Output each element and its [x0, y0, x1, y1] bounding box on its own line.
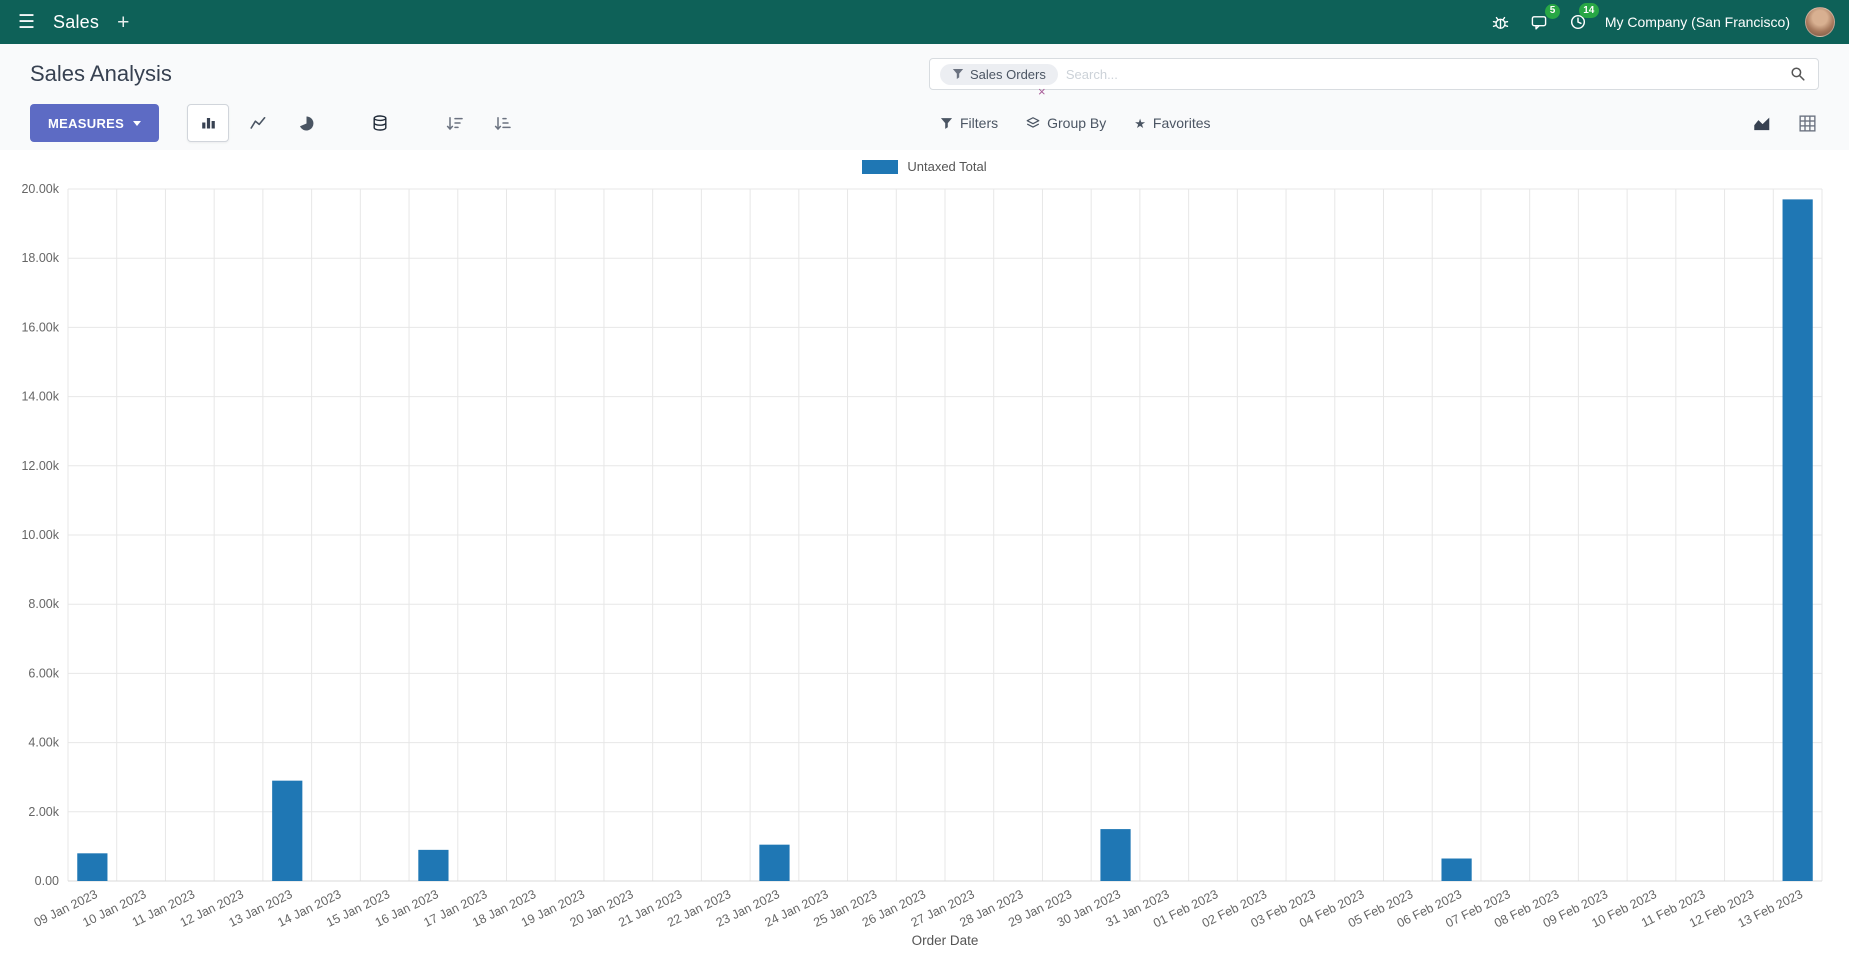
svg-text:2.00k: 2.00k	[28, 805, 59, 819]
messages-badge: 5	[1545, 3, 1560, 19]
plus-icon: +	[117, 10, 130, 34]
bar-chart[interactable]: 0.00 2.00k 4.00k 6.00k 8.00k 10.00k 12.00k 14.0…	[0, 183, 1849, 955]
stacked-toggle-button[interactable]	[361, 105, 399, 141]
legend-label: Untaxed Total	[907, 159, 987, 174]
measures-label: MEASURES	[48, 115, 125, 131]
page-title: Sales Analysis	[30, 61, 172, 86]
app-name[interactable]: Sales	[53, 11, 100, 32]
hamburger-icon: ☰	[18, 11, 36, 33]
svg-text:Order Date: Order Date	[912, 933, 979, 948]
user-avatar[interactable]	[1805, 7, 1835, 37]
bar-chart-icon	[201, 118, 215, 129]
pie-chart-type-button[interactable]	[287, 105, 325, 141]
favorites-button[interactable]: ★ Favorites	[1134, 115, 1210, 131]
clock-icon	[1570, 14, 1585, 30]
debug-button[interactable]	[1489, 11, 1512, 34]
filters-funnel-icon	[940, 117, 953, 129]
chart-legend[interactable]: Untaxed Total	[0, 150, 1849, 183]
measures-button[interactable]: MEASURES	[30, 104, 160, 142]
view-switcher	[1750, 96, 1819, 150]
line-chart-icon	[250, 116, 266, 129]
facet-remove-button[interactable]: ×	[1038, 84, 1046, 99]
messages-button[interactable]: 5	[1527, 3, 1560, 34]
funnel-icon	[952, 69, 964, 79]
new-window-button[interactable]: +	[113, 8, 133, 37]
search-facet-sales-orders[interactable]: Sales Orders	[940, 63, 1058, 85]
sort-ascending-button[interactable]	[483, 105, 521, 141]
svg-text:10.00k: 10.00k	[21, 528, 59, 542]
navbar-right: 5 14 My Company (San Francisco)	[1489, 3, 1835, 37]
svg-text:0.00: 0.00	[35, 874, 59, 888]
chart-area: Untaxed Total 0.00 2.00k 4.00k 6.00k 8.00k 10…	[0, 150, 1849, 955]
svg-text:8.00k: 8.00k	[28, 597, 59, 611]
search-input[interactable]	[1065, 66, 1780, 82]
search-bar[interactable]: Sales Orders ×	[929, 58, 1819, 98]
apps-menu-button[interactable]: ☰	[14, 9, 39, 36]
control-panel: Sales Analysis Sales Orders ×	[0, 44, 1849, 150]
area-chart-icon	[1754, 117, 1770, 130]
svg-text:14.00k: 14.00k	[21, 390, 59, 404]
pivot-view-button[interactable]	[1796, 112, 1819, 135]
search-options: Filters Group By ★ Favorites	[940, 96, 1211, 150]
group-by-label: Group By	[1047, 115, 1107, 131]
activities-button[interactable]: 14	[1566, 3, 1599, 34]
sort-descending-button[interactable]	[435, 105, 473, 141]
caret-down-icon	[133, 120, 142, 126]
svg-text:6.00k: 6.00k	[28, 666, 59, 680]
pie-chart-icon	[299, 116, 313, 130]
company-switcher[interactable]: My Company (San Francisco)	[1604, 14, 1790, 30]
svg-text:4.00k: 4.00k	[28, 736, 59, 750]
search-facet-label: Sales Orders	[970, 66, 1046, 82]
activities-badge: 14	[1578, 3, 1599, 18]
chat-icon	[1531, 15, 1547, 30]
group-by-button[interactable]: Group By	[1026, 115, 1106, 131]
favorites-label: Favorites	[1152, 115, 1211, 131]
search-submit-button[interactable]	[1788, 64, 1808, 84]
sort-ascending-icon	[494, 116, 511, 130]
magnifier-icon	[1791, 67, 1805, 81]
layers-icon	[1026, 117, 1040, 128]
svg-text:16.00k: 16.00k	[21, 320, 59, 334]
navbar-left: ☰ Sales +	[14, 8, 133, 37]
graph-view-button[interactable]	[1750, 113, 1774, 134]
top-navbar: ☰ Sales + 5	[0, 0, 1849, 44]
line-chart-type-button[interactable]	[239, 105, 277, 141]
filters-button[interactable]: Filters	[940, 115, 998, 131]
pivot-table-icon	[1799, 114, 1816, 132]
svg-text:18.00k: 18.00k	[21, 251, 59, 265]
stacked-icon	[373, 115, 387, 131]
svg-text:12.00k: 12.00k	[21, 459, 59, 473]
control-panel-top-row: Sales Analysis Sales Orders ×	[30, 52, 1819, 98]
star-icon: ★	[1134, 115, 1146, 131]
bar-chart-type-button[interactable]	[187, 104, 230, 142]
filters-label: Filters	[960, 115, 999, 131]
control-panel-bottom-row: MEASURES	[30, 96, 1819, 150]
chart-toolbar: MEASURES	[30, 96, 521, 150]
legend-swatch	[862, 159, 899, 174]
bug-icon	[1492, 16, 1509, 29]
sort-descending-icon	[446, 116, 463, 130]
svg-text:20.00k: 20.00k	[21, 183, 59, 196]
